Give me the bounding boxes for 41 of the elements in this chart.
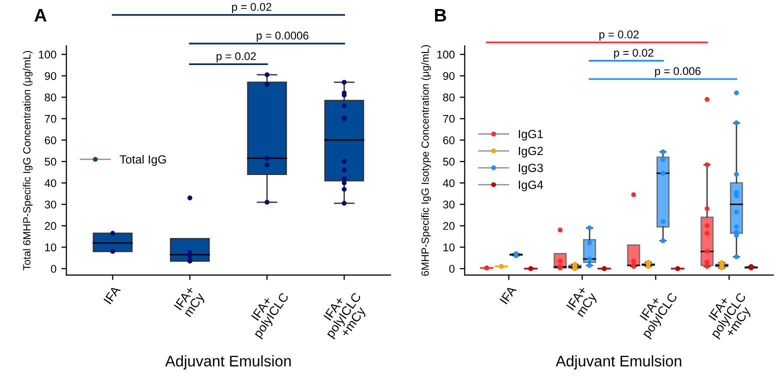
legend-label: IgG1 xyxy=(518,130,543,141)
y-tick-label: 70 xyxy=(443,114,455,123)
x-axis-title: Adjuvant Emulsion xyxy=(556,355,682,370)
y-tick-label: 80 xyxy=(443,94,455,102)
y-tick-label: 10 xyxy=(45,243,56,252)
y-tick-label: 100 xyxy=(437,50,455,59)
legend-label: IgG4 xyxy=(518,180,544,192)
y-tick-label: 90 xyxy=(443,72,455,80)
annotation: p = 0.006 xyxy=(655,67,701,78)
y-tick-label: 10 xyxy=(443,243,455,252)
x-axis-title: Adjuvant Emulsion xyxy=(165,355,291,370)
y-tick-label: 20 xyxy=(44,222,56,230)
y-tick-label: 50 xyxy=(443,158,455,166)
chart-title: A xyxy=(34,9,47,22)
y-tick-label: 90 xyxy=(44,72,56,80)
text: p = 0.0006 xyxy=(256,32,308,42)
y-axis-title: Total 6MHP-Specific IgG Concentration (μg/mL) xyxy=(22,50,33,270)
y-tick-label: 80 xyxy=(44,94,56,102)
y-tick-label: 0 xyxy=(50,264,56,273)
y-tick-label: 50 xyxy=(44,158,56,166)
y-tick-label: 70 xyxy=(44,114,56,123)
text: p = 0.02 xyxy=(232,3,272,14)
text: p = 0.02 xyxy=(599,30,639,41)
y-tick-label: 0 xyxy=(449,264,455,273)
y-tick-label: 40 xyxy=(44,179,56,188)
y-tick-label: 100 xyxy=(38,50,56,59)
y-tick-label: 40 xyxy=(442,179,455,188)
y-tick-label: 30 xyxy=(44,200,56,208)
annotation: p = 0.02 xyxy=(614,48,654,59)
y-axis-title: 6MHP-Specific IgG Isotype Concentration (μg/mL) xyxy=(421,45,431,276)
legend-label: IgG2 xyxy=(518,146,543,158)
x-tick-label: IFA xyxy=(500,285,517,304)
legend-label: Total IgG xyxy=(120,154,166,166)
y-tick-label: 20 xyxy=(443,222,455,230)
x-tick-label: IFA xyxy=(104,285,121,304)
y-tick-label: 60 xyxy=(443,136,455,144)
annotation: p = 0.02 xyxy=(216,52,256,62)
chart-title: B xyxy=(435,9,446,22)
y-tick-label: 60 xyxy=(44,136,56,144)
legend-label: IgG3 xyxy=(518,164,543,174)
y-tick-label: 30 xyxy=(443,200,455,208)
